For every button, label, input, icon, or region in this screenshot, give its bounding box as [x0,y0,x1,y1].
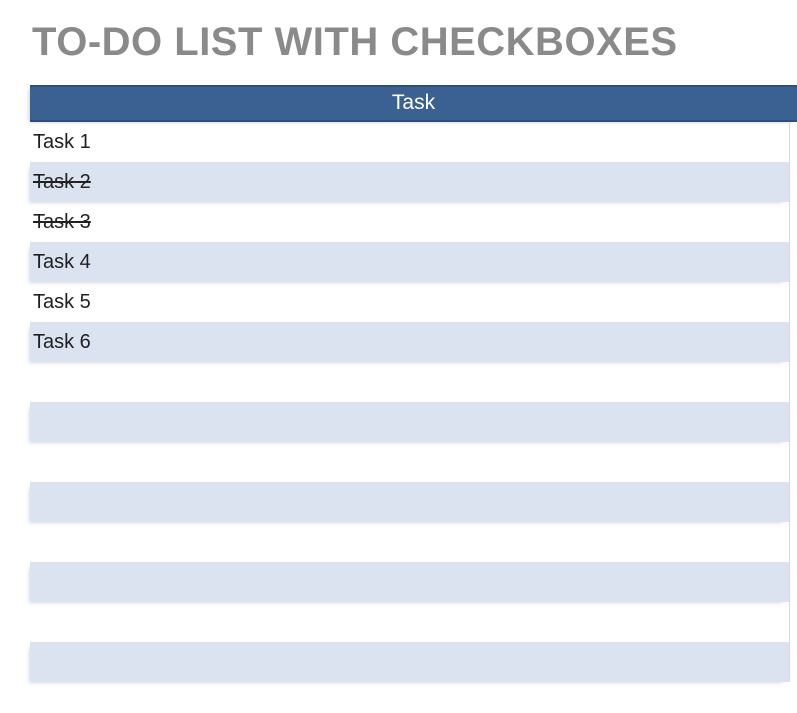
task-label: Task 1 [33,131,91,153]
task-row[interactable]: Task 2 [30,162,789,202]
task-label: Task 4 [33,251,91,273]
task-label: Task 3 [33,211,91,233]
task-row[interactable] [30,402,789,442]
task-label: Task 6 [33,331,91,353]
task-row[interactable] [30,442,789,482]
task-row[interactable]: Task 1 [30,122,789,162]
task-row[interactable]: Task 5 [30,282,789,322]
task-label: Task 5 [33,291,91,313]
task-row[interactable] [30,522,789,562]
task-row[interactable] [30,642,789,682]
task-column-header: Task [30,85,797,122]
task-row[interactable]: Task 4 [30,242,789,282]
task-rows: Task 1 Task 2 Task 3 Task 4 Task 5 Task … [30,122,790,682]
page-title: TO-DO LIST WITH CHECKBOXES [32,20,678,64]
task-row[interactable] [30,362,789,402]
task-row[interactable] [30,562,789,602]
task-row[interactable] [30,602,789,642]
task-row[interactable] [30,482,789,522]
task-row[interactable]: Task 6 [30,322,789,362]
task-label: Task 2 [33,171,91,193]
task-row[interactable]: Task 3 [30,202,789,242]
